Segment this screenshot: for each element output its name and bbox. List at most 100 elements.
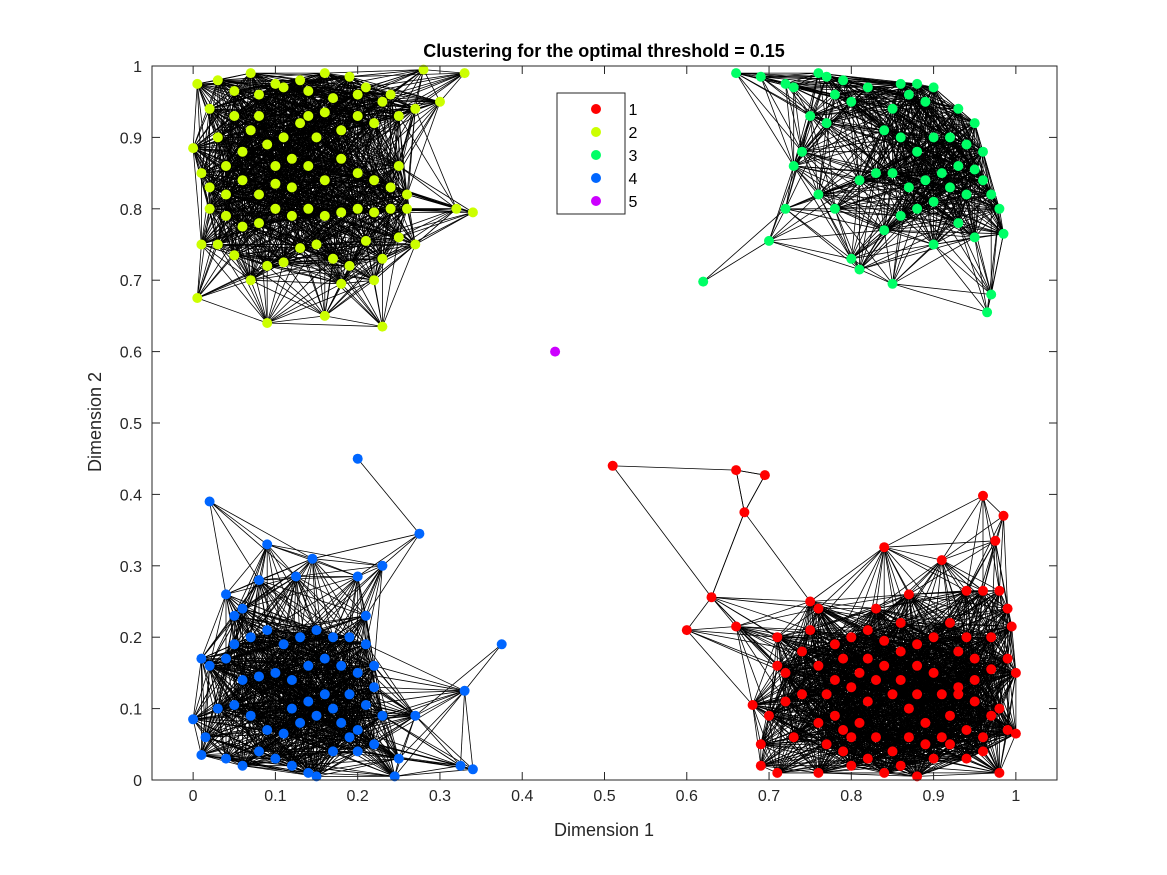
edge-line xyxy=(966,515,1004,591)
edge-line xyxy=(957,108,967,195)
edge-line xyxy=(209,501,227,595)
edge-line xyxy=(916,694,926,745)
edge-line xyxy=(892,694,918,752)
edge-line xyxy=(801,137,901,153)
edge-line xyxy=(843,751,934,759)
edge-line xyxy=(398,690,465,759)
edge-line xyxy=(867,672,934,702)
edge-line xyxy=(324,283,342,317)
edge-line xyxy=(382,244,416,327)
edge-line xyxy=(357,94,375,124)
edge-line xyxy=(859,269,893,285)
edge-line xyxy=(307,130,342,209)
edge-line xyxy=(349,76,416,110)
edge-line xyxy=(324,112,375,124)
edge-line xyxy=(900,622,918,695)
edge-line xyxy=(250,279,325,317)
edge-line xyxy=(941,495,984,561)
edge-line xyxy=(966,733,1017,759)
edge-line xyxy=(777,601,811,638)
edge-line xyxy=(275,137,317,167)
edge-line xyxy=(234,254,342,285)
edge-line xyxy=(842,751,918,777)
edge-line xyxy=(842,622,901,659)
edge-line xyxy=(258,94,358,117)
edge-line xyxy=(398,165,457,210)
edge-line xyxy=(949,187,1004,235)
edge-line xyxy=(275,187,391,210)
edge-line xyxy=(760,665,778,745)
edge-line xyxy=(373,122,408,209)
edge-line xyxy=(793,165,901,217)
edge-line xyxy=(332,97,375,124)
edge-line xyxy=(859,672,934,724)
edge-line xyxy=(768,165,795,242)
edge-line xyxy=(777,643,836,667)
edge-line xyxy=(966,123,976,195)
edge-line xyxy=(793,722,860,738)
edge-line xyxy=(818,194,885,231)
edge-line xyxy=(892,736,984,752)
edge-line xyxy=(785,194,819,210)
edge-line xyxy=(850,180,860,259)
edge-line xyxy=(266,265,350,324)
edge-line xyxy=(892,215,902,284)
edge-line xyxy=(834,608,877,645)
edge-line xyxy=(209,83,276,110)
edge-line xyxy=(242,144,268,227)
edge-line xyxy=(982,495,996,541)
edge-line xyxy=(225,112,325,167)
edge-line xyxy=(340,115,359,213)
edge-line xyxy=(197,279,251,299)
edge-line xyxy=(785,208,852,260)
edge-line xyxy=(867,701,910,738)
edge-line xyxy=(768,715,794,738)
edge-line xyxy=(760,76,811,117)
edge-line xyxy=(859,180,885,231)
edge-line xyxy=(291,130,342,217)
edge-line xyxy=(324,237,400,317)
edge-line xyxy=(415,690,465,717)
edge-line xyxy=(818,722,909,738)
edge-line xyxy=(859,622,951,674)
edge-line xyxy=(406,194,474,213)
edge-line xyxy=(809,94,836,117)
edge-line xyxy=(702,240,770,282)
edge-line xyxy=(308,90,375,124)
edge-line xyxy=(275,165,317,245)
edge-line xyxy=(464,644,503,692)
edge-line xyxy=(900,215,975,238)
edge-line xyxy=(892,208,918,284)
edge-line xyxy=(341,244,416,285)
edge-line xyxy=(875,693,959,738)
edge-line xyxy=(283,262,375,281)
edge-line xyxy=(390,208,416,245)
edge-line xyxy=(867,658,910,738)
edge-line xyxy=(818,546,885,609)
edge-line xyxy=(349,265,383,327)
edge-line xyxy=(949,187,959,224)
edge-line xyxy=(752,704,762,745)
edge-line xyxy=(266,262,284,324)
edge-line xyxy=(225,115,235,167)
edge-line xyxy=(357,115,408,195)
edge-line xyxy=(394,690,465,777)
edge-line xyxy=(958,208,1000,224)
edge-line xyxy=(316,244,383,260)
edge-line xyxy=(283,262,326,317)
edge-line xyxy=(851,215,901,260)
edge-line xyxy=(793,83,901,88)
edge-line xyxy=(818,701,868,724)
edge-line xyxy=(415,715,461,766)
edge-line xyxy=(308,76,350,92)
edge-line xyxy=(892,151,984,174)
edge-line xyxy=(966,729,1008,759)
edge-line xyxy=(966,590,992,670)
edge-line xyxy=(357,533,420,577)
edge-line xyxy=(702,208,786,282)
edge-line xyxy=(884,540,996,548)
edge-line xyxy=(941,560,951,623)
edge-line xyxy=(793,165,885,231)
edge-line xyxy=(192,148,202,245)
edge-line xyxy=(957,222,988,313)
